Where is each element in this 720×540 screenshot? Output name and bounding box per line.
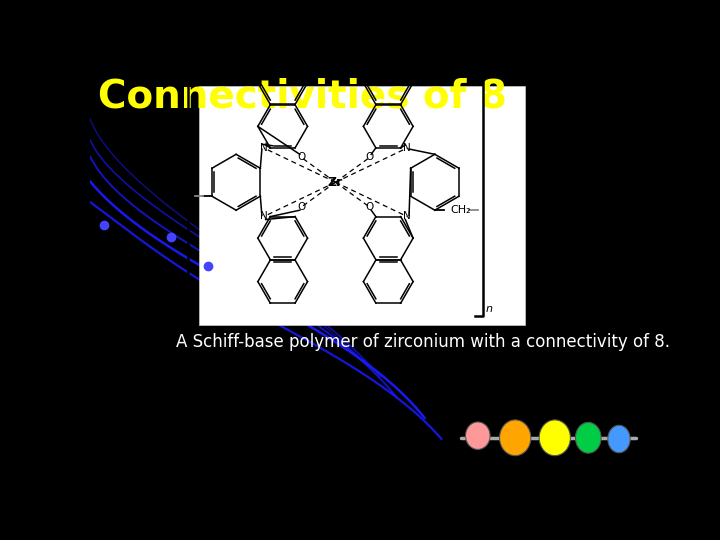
Text: N: N (260, 211, 268, 221)
Text: N: N (403, 211, 411, 221)
Text: Connectivities of 8: Connectivities of 8 (99, 77, 508, 115)
Ellipse shape (539, 420, 570, 456)
Text: Zr: Zr (328, 176, 343, 189)
Text: N: N (260, 143, 268, 153)
Ellipse shape (608, 426, 630, 453)
Ellipse shape (466, 422, 490, 449)
Ellipse shape (575, 422, 601, 453)
Bar (199, 85, 526, 325)
Text: N: N (403, 143, 411, 153)
Text: n: n (486, 304, 493, 314)
Text: CH₂: CH₂ (451, 205, 471, 215)
Ellipse shape (500, 420, 531, 456)
Text: O: O (297, 202, 305, 212)
Text: A Schiff-base polymer of zirconium with a connectivity of 8.: A Schiff-base polymer of zirconium with … (176, 333, 670, 351)
Text: O: O (366, 202, 374, 212)
Text: O: O (366, 152, 374, 163)
Text: O: O (297, 152, 305, 163)
